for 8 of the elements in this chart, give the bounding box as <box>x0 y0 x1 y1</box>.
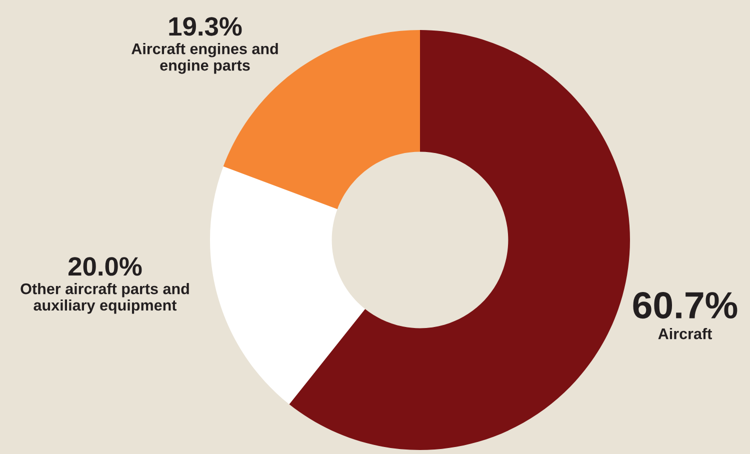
slice-label: Other aircraft parts and auxiliary equipment <box>20 283 189 314</box>
donut-slice <box>210 166 366 404</box>
data-label: 19.3% <box>169 17 242 36</box>
data-label: 60.7% <box>633 292 738 319</box>
slice-label: Aircraft <box>658 328 712 340</box>
data-label: 20.0% <box>68 257 142 276</box>
donut-slice <box>289 30 630 450</box>
slice-label: Aircraft engines and engine parts <box>132 43 278 74</box>
